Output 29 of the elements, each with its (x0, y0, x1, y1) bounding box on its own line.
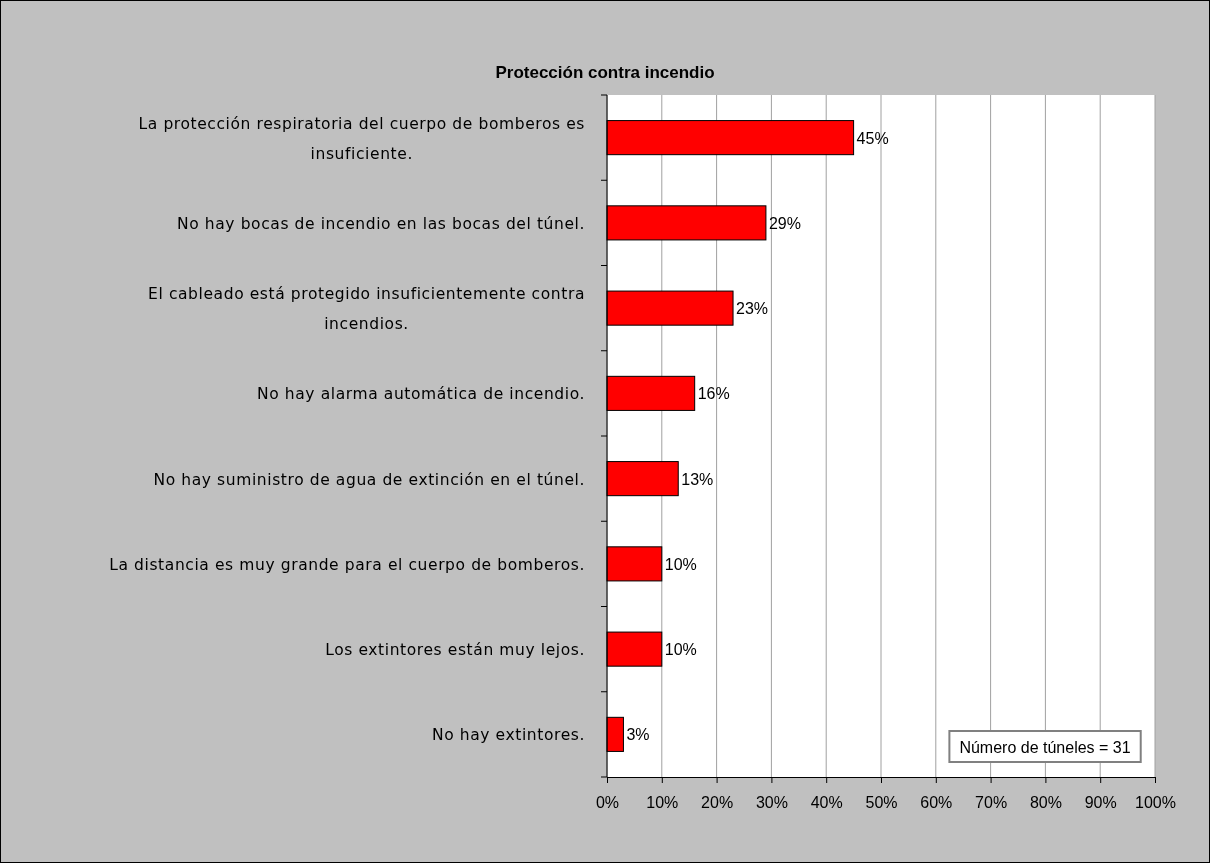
data-label: 3% (626, 726, 650, 744)
data-label: 10% (664, 641, 697, 659)
y-tick-label: La distancia es muy grande para el cuerpo de bomberos. (109, 555, 585, 574)
data-label: 10% (664, 555, 697, 573)
x-tick-label: 60% (920, 794, 953, 812)
data-label: 13% (681, 470, 714, 488)
x-tick-label: 30% (755, 794, 788, 812)
x-tick-label: 80% (1029, 794, 1062, 812)
x-tick-label: 40% (810, 794, 843, 812)
y-tick-label: El cableado está protegido insuficientemente contra incendios. (148, 285, 585, 334)
data-label: 45% (856, 129, 889, 147)
y-tick-label: No hay extintores. (431, 726, 585, 745)
data-label: 29% (768, 214, 801, 232)
y-tick-label: Los extintores están muy lejos. (325, 641, 585, 660)
annotation: Número de túneles = 31 (959, 739, 1131, 756)
x-tick-label: 10% (646, 794, 679, 812)
chart-title: Protección contra incendio (495, 63, 715, 82)
x-tick-label: 50% (865, 794, 898, 812)
y-tick-label: La protección respiratoria del cuerpo de bomberos es insuficiente. (138, 114, 585, 163)
data-label: 16% (697, 385, 730, 403)
x-tick-label: 0% (595, 794, 620, 812)
x-tick-label: 20% (701, 794, 734, 812)
y-tick-label: No hay alarma automática de incendio. (257, 385, 585, 404)
x-tick-label: 100% (1135, 794, 1176, 812)
x-tick-label: 70% (975, 794, 1008, 812)
y-tick-label: No hay bocas de incendio en las bocas del túnel. (177, 214, 585, 233)
data-label: 23% (736, 300, 769, 318)
y-tick-label: No hay suministro de agua de extinción en el túnel. (153, 470, 585, 489)
x-tick-label: 90% (1084, 794, 1117, 812)
